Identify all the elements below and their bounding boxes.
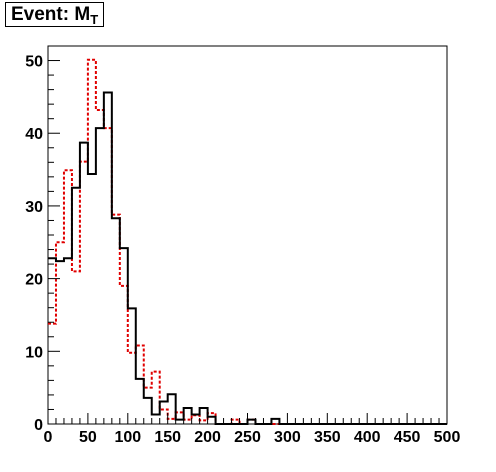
x-tick-label: 0 (44, 429, 53, 446)
x-tick-label: 500 (434, 429, 461, 446)
y-tick-label: 50 (25, 54, 43, 71)
chart-title-subscript: T (90, 12, 99, 27)
y-tick-label: 0 (34, 417, 43, 434)
x-tick-label: 100 (114, 429, 141, 446)
series-layer (48, 58, 447, 425)
histogram-series-2-dashed (48, 58, 447, 425)
plot-frame (47, 45, 448, 425)
x-tick-label: 50 (79, 429, 97, 446)
chart-title: Event: MT (5, 2, 105, 27)
histogram-series-1-solid (48, 91, 447, 425)
x-tick-label: 400 (354, 429, 381, 446)
axis-layer: 0 50 100 150 200 250 300 350 400 450 500 0 10 20 30 40 5… (25, 45, 461, 446)
y-tick-label: 40 (25, 126, 43, 143)
x-tick-label: 150 (154, 429, 181, 446)
chart-title-main: Event: M (11, 4, 91, 25)
x-tick-label: 300 (274, 429, 301, 446)
x-tick-label: 200 (194, 429, 221, 446)
x-tick-label: 350 (314, 429, 341, 446)
y-tick-label: 10 (25, 344, 43, 361)
x-tick-label: 250 (234, 429, 261, 446)
y-tick-label: 20 (25, 272, 43, 289)
y-tick-label: 30 (25, 199, 43, 216)
x-tick-label: 450 (394, 429, 421, 446)
